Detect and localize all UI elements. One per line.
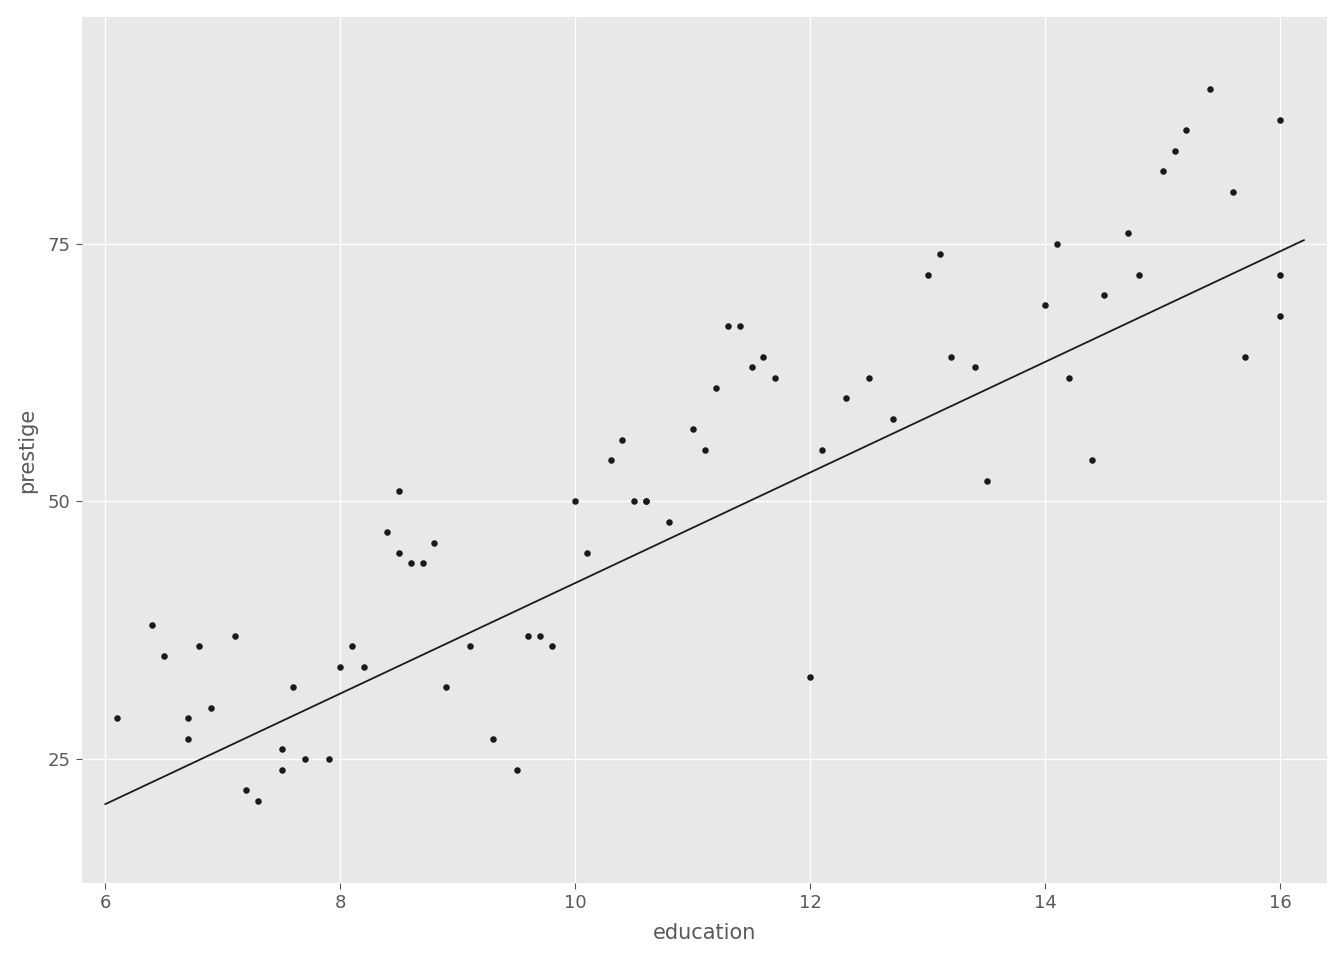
Point bbox=[482, 731, 504, 746]
Point bbox=[423, 535, 445, 550]
Y-axis label: prestige: prestige bbox=[16, 407, 36, 492]
Point bbox=[401, 556, 422, 571]
Point bbox=[612, 432, 633, 447]
Point bbox=[1058, 370, 1079, 385]
Point bbox=[636, 493, 657, 509]
Point bbox=[765, 370, 786, 385]
Point bbox=[683, 421, 704, 437]
Point bbox=[564, 493, 586, 509]
Point bbox=[435, 680, 457, 695]
Point bbox=[271, 762, 293, 778]
Point bbox=[964, 360, 985, 375]
Point bbox=[706, 380, 727, 396]
Point bbox=[1270, 112, 1292, 128]
Point bbox=[1234, 349, 1255, 365]
Point bbox=[976, 473, 997, 489]
Point bbox=[917, 267, 938, 282]
Point bbox=[388, 545, 410, 561]
Point bbox=[1047, 236, 1068, 252]
Point bbox=[1129, 267, 1150, 282]
Point bbox=[177, 731, 199, 746]
Point bbox=[1035, 298, 1056, 313]
Point bbox=[200, 700, 222, 715]
Point bbox=[224, 628, 246, 643]
Point bbox=[599, 452, 621, 468]
Point bbox=[941, 349, 962, 365]
Point bbox=[505, 762, 527, 778]
Point bbox=[188, 638, 210, 654]
Point bbox=[659, 515, 680, 530]
Point bbox=[153, 649, 175, 664]
Point bbox=[718, 319, 739, 334]
Point bbox=[1152, 164, 1173, 180]
Point bbox=[859, 370, 880, 385]
Point bbox=[812, 443, 833, 458]
Point bbox=[1164, 143, 1185, 158]
Point bbox=[694, 443, 715, 458]
Point bbox=[1199, 82, 1220, 97]
Point bbox=[294, 752, 316, 767]
Point bbox=[1270, 308, 1292, 324]
Point bbox=[1223, 184, 1245, 200]
Point bbox=[458, 638, 480, 654]
Point bbox=[753, 349, 774, 365]
Point bbox=[106, 710, 128, 726]
X-axis label: education: education bbox=[653, 924, 757, 944]
Point bbox=[141, 617, 163, 633]
Point bbox=[517, 628, 539, 643]
Point bbox=[1117, 226, 1138, 241]
Point bbox=[800, 669, 821, 684]
Point bbox=[247, 793, 269, 808]
Point bbox=[1270, 267, 1292, 282]
Point bbox=[388, 484, 410, 499]
Point bbox=[741, 360, 762, 375]
Point bbox=[542, 638, 563, 654]
Point bbox=[636, 493, 657, 509]
Point bbox=[282, 680, 304, 695]
Point bbox=[577, 545, 598, 561]
Point bbox=[835, 391, 856, 406]
Point bbox=[411, 556, 433, 571]
Point bbox=[376, 525, 398, 540]
Point bbox=[530, 628, 551, 643]
Point bbox=[341, 638, 363, 654]
Point bbox=[177, 710, 199, 726]
Point bbox=[1093, 287, 1114, 302]
Point bbox=[353, 659, 375, 674]
Point bbox=[271, 741, 293, 756]
Point bbox=[235, 782, 257, 798]
Point bbox=[1176, 123, 1198, 138]
Point bbox=[319, 752, 340, 767]
Point bbox=[929, 246, 950, 261]
Point bbox=[1082, 452, 1103, 468]
Point bbox=[624, 493, 645, 509]
Point bbox=[329, 659, 351, 674]
Point bbox=[728, 319, 750, 334]
Point bbox=[882, 411, 903, 426]
